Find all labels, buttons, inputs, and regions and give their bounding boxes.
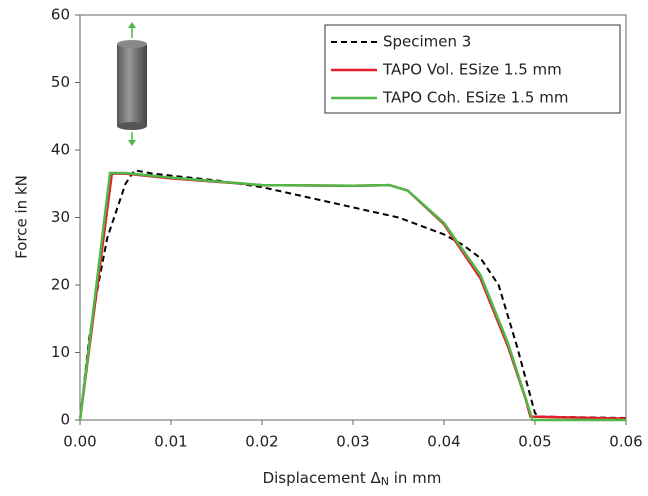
- legend-label: TAPO Vol. ESize 1.5 mm: [382, 61, 562, 79]
- y-tick-label: 50: [51, 73, 70, 91]
- x-axis-label: Displacement ΔN in mm: [263, 469, 442, 489]
- x-label-sub: N: [381, 475, 389, 488]
- x-label-part: in mm: [389, 469, 441, 487]
- x-label-part: Displacement Δ: [263, 469, 382, 487]
- y-tick-label: 10: [51, 343, 70, 361]
- x-tick-label: 0.03: [336, 433, 369, 451]
- x-tick-label: 0.04: [427, 433, 460, 451]
- legend-label: Specimen 3: [383, 33, 471, 51]
- y-tick-label: 60: [51, 6, 70, 24]
- y-tick-label: 0: [60, 411, 70, 429]
- series-line: [79, 169, 627, 421]
- series-line: [78, 171, 626, 422]
- plot-frame: [79, 14, 627, 421]
- legend-label: TAPO Coh. ESize 1.5 mm: [382, 89, 568, 107]
- y-tick-label: 30: [51, 208, 70, 226]
- y-tick-label: 40: [51, 141, 70, 159]
- x-tick-label: 0.00: [63, 433, 96, 451]
- x-tick-label: 0.05: [518, 433, 551, 451]
- x-tick-label: 0.01: [154, 433, 187, 451]
- y-tick-label: 20: [51, 276, 70, 294]
- y-axis-label: Force in kN: [13, 175, 31, 259]
- x-tick-label: 0.02: [245, 433, 278, 451]
- specimen-icon: [117, 22, 147, 146]
- series-line: [78, 172, 627, 421]
- x-tick-label: 0.06: [609, 433, 642, 451]
